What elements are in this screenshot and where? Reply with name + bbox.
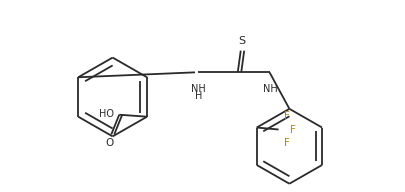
Text: F: F — [284, 111, 290, 121]
Text: F: F — [284, 138, 290, 148]
Text: S: S — [238, 36, 245, 46]
Text: NH: NH — [191, 84, 205, 94]
Text: HO: HO — [99, 109, 114, 119]
Text: O: O — [105, 138, 113, 148]
Text: H: H — [195, 91, 203, 101]
Text: NH: NH — [263, 84, 278, 94]
Text: F: F — [290, 126, 296, 136]
